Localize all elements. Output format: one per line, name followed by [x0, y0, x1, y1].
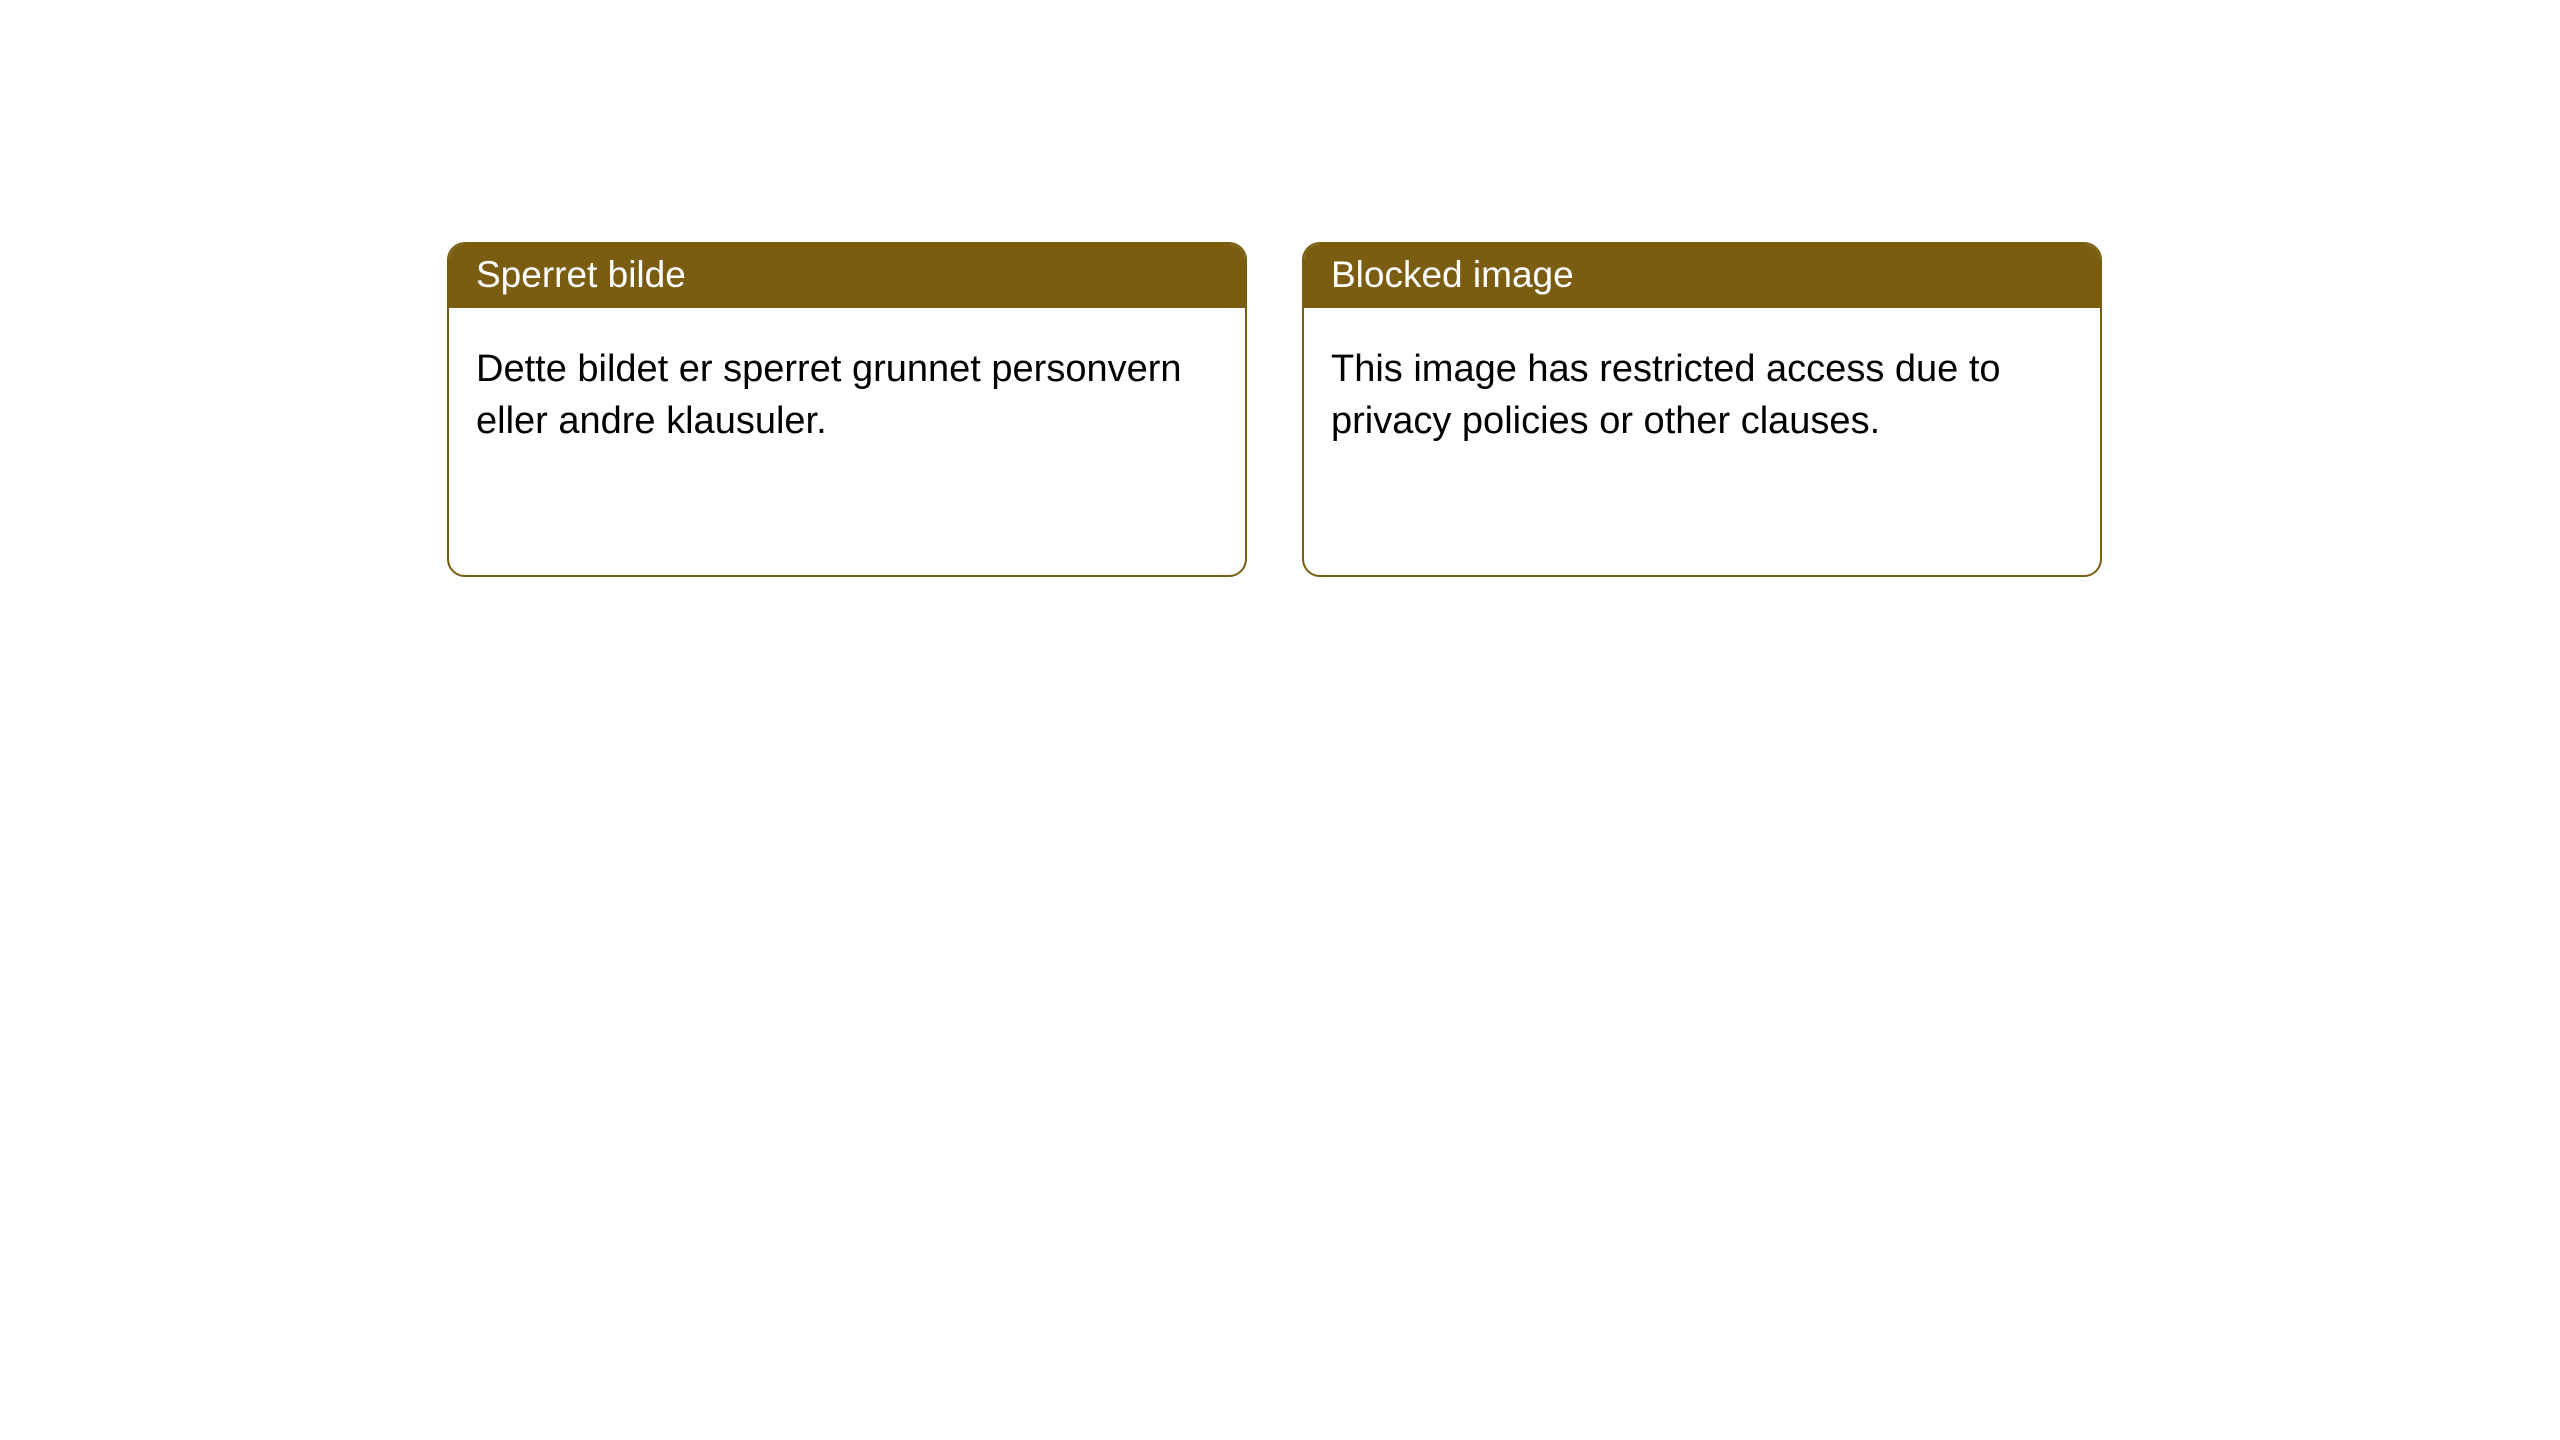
- notice-card-english: Blocked image This image has restricted …: [1302, 242, 2102, 577]
- notice-card-norwegian: Sperret bilde Dette bildet er sperret gr…: [447, 242, 1247, 577]
- card-body: This image has restricted access due to …: [1304, 308, 2100, 483]
- card-header: Blocked image: [1304, 244, 2100, 308]
- card-body: Dette bildet er sperret grunnet personve…: [449, 308, 1245, 483]
- notice-container: Sperret bilde Dette bildet er sperret gr…: [0, 0, 2560, 577]
- card-header: Sperret bilde: [449, 244, 1245, 308]
